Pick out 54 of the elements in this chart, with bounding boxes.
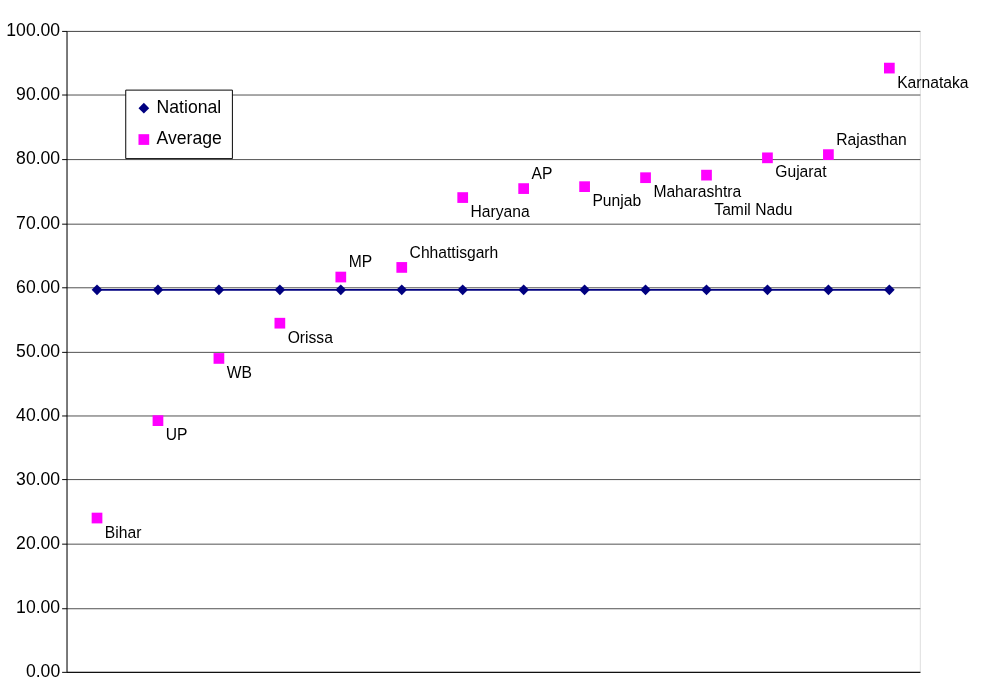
data-label: AP bbox=[531, 164, 553, 182]
data-label: Maharashtra bbox=[653, 183, 742, 201]
data-label: Karnataka bbox=[897, 73, 969, 91]
point bbox=[518, 183, 530, 194]
point bbox=[335, 284, 347, 296]
data-label: Rajasthan bbox=[836, 130, 907, 148]
point bbox=[518, 284, 530, 296]
point bbox=[762, 152, 773, 164]
point bbox=[640, 284, 651, 296]
legend-label: Average bbox=[156, 128, 223, 149]
point bbox=[823, 149, 834, 160]
point bbox=[274, 284, 286, 296]
point bbox=[701, 284, 712, 296]
point bbox=[91, 284, 103, 296]
y-tick-label: 80.00 bbox=[16, 148, 61, 169]
point bbox=[823, 284, 834, 296]
point bbox=[274, 317, 286, 329]
legend-label: National bbox=[156, 97, 222, 118]
data-label: MP bbox=[348, 253, 373, 271]
y-tick-label: 60.00 bbox=[16, 276, 61, 297]
data-label: Tamil Nadu bbox=[714, 201, 793, 219]
y-tick-label: 10.00 bbox=[16, 597, 61, 618]
point bbox=[152, 415, 164, 426]
data-label: Gujarat bbox=[775, 163, 828, 181]
point bbox=[762, 284, 773, 296]
data-label: WB bbox=[226, 364, 252, 382]
point bbox=[579, 284, 590, 296]
point bbox=[701, 169, 712, 181]
data-label: Bihar bbox=[104, 523, 142, 541]
point bbox=[396, 284, 408, 296]
point bbox=[213, 353, 225, 364]
y-tick-label: 70.00 bbox=[16, 212, 61, 233]
point bbox=[213, 284, 225, 296]
point bbox=[883, 62, 895, 74]
point bbox=[579, 181, 590, 193]
y-tick-label: 50.00 bbox=[16, 340, 61, 361]
point bbox=[396, 262, 408, 273]
data-label: Orissa bbox=[287, 328, 334, 346]
point bbox=[335, 271, 347, 283]
y-tick-label: 40.00 bbox=[16, 404, 61, 425]
point bbox=[640, 172, 651, 184]
y-tick-label: 30.00 bbox=[16, 468, 61, 489]
point bbox=[883, 284, 895, 296]
data-label: UP bbox=[165, 426, 188, 444]
y-tick-label: 90.00 bbox=[16, 84, 61, 105]
y-tick-label: 20.00 bbox=[16, 533, 61, 554]
y-tick-label: 100.00 bbox=[6, 20, 61, 41]
point bbox=[152, 284, 164, 296]
data-label: Haryana bbox=[470, 203, 530, 221]
y-tick-label: 0.00 bbox=[25, 661, 61, 682]
data-label: Chhattisgarh bbox=[409, 243, 499, 261]
point bbox=[457, 284, 469, 296]
data-label: Punjab bbox=[592, 192, 642, 210]
point bbox=[457, 192, 469, 203]
